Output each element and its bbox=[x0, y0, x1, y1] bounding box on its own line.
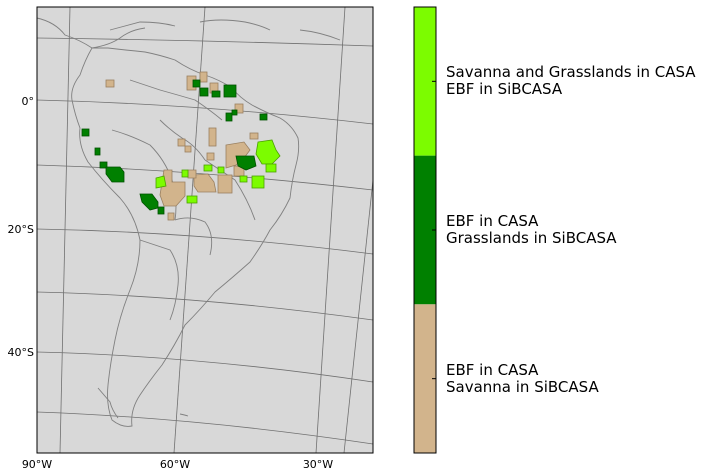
colorbar bbox=[413, 6, 437, 454]
colorbar-segment bbox=[414, 304, 436, 453]
coastline bbox=[36, 17, 341, 427]
parallel-line bbox=[36, 164, 374, 191]
colorbar-segment bbox=[414, 155, 436, 305]
parallel-line bbox=[36, 228, 374, 255]
latitude-label: 20°S bbox=[8, 223, 34, 236]
parallel-line bbox=[36, 291, 374, 321]
latitude-label: 0° bbox=[22, 95, 35, 108]
legend-label-line2: EBF in SiBCASA bbox=[446, 80, 563, 99]
longitude-label: 30°W bbox=[303, 458, 333, 471]
region-savanna-ebf bbox=[155, 139, 281, 204]
longitude-labels: 90°W 60°W 30°W bbox=[22, 458, 333, 471]
region-ebf-grasslands bbox=[81, 79, 268, 215]
region-ebf-savanna bbox=[105, 71, 259, 221]
meridian-line bbox=[343, 179, 374, 454]
legend-label-line1: EBF in CASA bbox=[446, 212, 539, 230]
latitude-labels: 0° 20°S 40°S bbox=[8, 95, 34, 359]
legend-label: EBF in CASA Grasslands in SiBCASA bbox=[446, 213, 617, 247]
legend-label-line2: Savanna in SiBCASA bbox=[446, 377, 599, 396]
parallel-line bbox=[36, 99, 374, 125]
meridian-line bbox=[315, 6, 346, 454]
vegetation-regions bbox=[81, 71, 281, 221]
latitude-label: 40°S bbox=[8, 346, 34, 359]
legend-label-line1: EBF in CASA bbox=[446, 360, 539, 379]
parallel-line bbox=[36, 351, 374, 383]
map-frame bbox=[36, 6, 374, 454]
legend-label-line1: Savanna and Grasslands in CASA bbox=[446, 63, 696, 82]
longitude-label: 90°W bbox=[22, 458, 52, 471]
colorbar-frame bbox=[413, 6, 437, 454]
meridian-line bbox=[59, 6, 71, 454]
colorbar-segment bbox=[414, 7, 436, 156]
parallel-line bbox=[36, 411, 374, 445]
longitude-label: 60°W bbox=[160, 458, 190, 471]
legend-label: EBF in CASA Savanna in SiBCASA bbox=[446, 360, 599, 396]
legend-label-line2: Grasslands in SiBCASA bbox=[446, 229, 617, 247]
legend-label: Savanna and Grasslands in CASA EBF in SiB… bbox=[446, 64, 696, 98]
